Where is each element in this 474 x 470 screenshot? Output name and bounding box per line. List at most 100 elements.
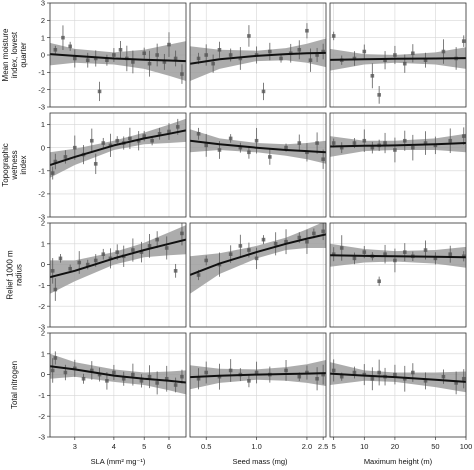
fit-line [330, 254, 466, 259]
data-point [321, 364, 325, 385]
point-marker [180, 231, 184, 236]
data-point [297, 134, 302, 152]
data-point [423, 131, 428, 155]
data-point [321, 223, 325, 241]
point-marker [411, 370, 415, 375]
point-marker [423, 379, 428, 383]
data-point [139, 241, 144, 263]
y-tick-label-2: -1 [38, 281, 45, 290]
data-point [247, 25, 251, 47]
panel-r0-c2 [329, 2, 467, 108]
data-point [352, 366, 357, 379]
point-marker [461, 39, 466, 43]
point-marker [261, 237, 266, 242]
y-tick-label-5: 2 [41, 219, 45, 228]
point-marker [101, 252, 106, 256]
data-point [89, 361, 94, 380]
data-point [352, 252, 357, 265]
data-point [105, 54, 109, 66]
point-marker [142, 134, 147, 138]
row-label-0-line-0: Mean moisture [1, 28, 10, 81]
data-point [370, 63, 375, 89]
data-point [268, 42, 272, 61]
data-point [131, 50, 135, 74]
point-marker [339, 374, 344, 379]
data-point [131, 363, 135, 386]
data-point [121, 371, 126, 386]
point-marker [150, 138, 154, 143]
data-point [423, 372, 428, 390]
point-marker [321, 372, 325, 377]
point-marker [131, 372, 135, 377]
point-marker [247, 150, 251, 155]
data-point [433, 136, 438, 155]
data-point [173, 377, 178, 393]
data-point [211, 54, 215, 73]
data-point [448, 245, 453, 263]
y-tick-label-6: 3 [41, 0, 45, 8]
point-marker [393, 372, 397, 377]
data-point [50, 166, 55, 180]
data-point [247, 374, 251, 388]
point-marker [108, 256, 113, 261]
point-marker [63, 370, 68, 375]
data-point [377, 86, 381, 104]
data-point [441, 369, 446, 384]
panel-r0-c0: -3 -2 -1 0 1 2 3 [38, 0, 187, 112]
fit-line [190, 372, 326, 379]
panel-content [330, 127, 466, 163]
point-marker [147, 61, 152, 66]
point-marker [441, 49, 446, 54]
point-marker [279, 56, 283, 61]
panel-content [50, 223, 186, 301]
fit-line [330, 57, 466, 61]
data-point [383, 244, 387, 264]
point-marker [93, 56, 98, 61]
point-marker [142, 51, 147, 56]
point-marker [228, 252, 233, 256]
point-marker [157, 132, 162, 136]
data-point [315, 132, 319, 154]
point-marker [297, 48, 302, 52]
point-marker [97, 89, 102, 94]
data-point [53, 278, 58, 301]
panel-content [190, 359, 326, 391]
point-marker [204, 143, 209, 148]
data-point [157, 127, 162, 140]
panel-r2-c1 [189, 222, 327, 328]
data-point [402, 130, 407, 151]
point-marker [139, 250, 144, 254]
x-tick-label-0: 3 [73, 442, 77, 451]
panel-background [190, 333, 326, 437]
point-marker [461, 376, 466, 381]
point-marker [93, 162, 98, 166]
point-marker [53, 287, 58, 292]
panel-content [330, 359, 466, 395]
fit-line [190, 233, 326, 276]
point-marker [68, 44, 72, 49]
data-point [180, 64, 184, 84]
point-marker [72, 56, 77, 61]
point-marker [162, 60, 167, 64]
x-tick-label-3: 2.5 [318, 442, 328, 451]
point-marker [254, 138, 259, 143]
point-marker [238, 244, 243, 248]
data-point [441, 39, 446, 64]
point-marker [352, 256, 357, 261]
y-tick-label-3: 0 [41, 370, 45, 379]
point-marker [217, 148, 222, 152]
point-marker [383, 141, 387, 145]
point-marker [433, 256, 438, 261]
data-point [315, 367, 319, 391]
data-point [68, 41, 72, 51]
data-point [93, 50, 98, 67]
point-marker [108, 143, 113, 148]
data-point [204, 361, 209, 384]
data-point [204, 255, 209, 266]
data-point [112, 48, 116, 62]
point-marker [305, 150, 309, 155]
data-point [352, 51, 357, 66]
data-point [297, 40, 302, 60]
panel-content [50, 118, 186, 180]
point-marker [308, 58, 313, 62]
